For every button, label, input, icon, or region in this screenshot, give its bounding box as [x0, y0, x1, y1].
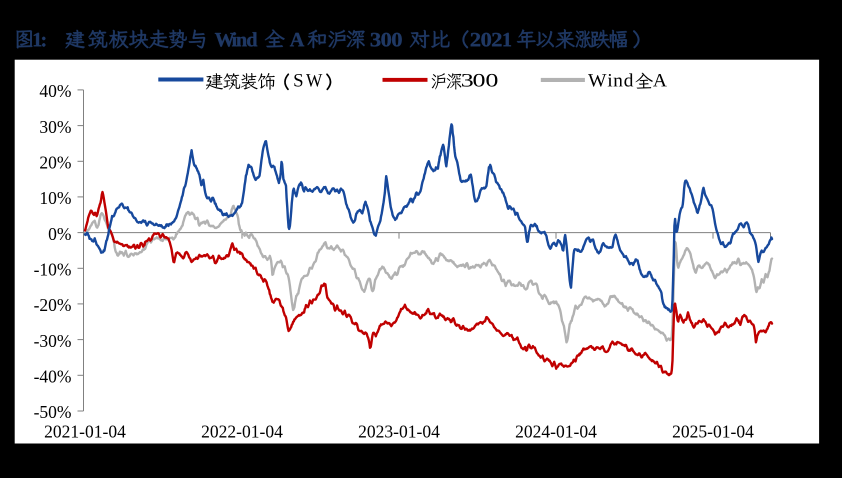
svg-text:-30%: -30%: [34, 331, 72, 351]
svg-text:-10%: -10%: [34, 260, 72, 280]
svg-text:2021-01-04: 2021-01-04: [44, 421, 126, 441]
svg-text:20%: 20%: [39, 153, 71, 173]
svg-text:-20%: -20%: [34, 295, 72, 315]
svg-text:40%: 40%: [39, 81, 71, 101]
svg-text:-50%: -50%: [34, 402, 72, 422]
svg-text:2024-01-04: 2024-01-04: [515, 421, 597, 441]
svg-text:2022-01-04: 2022-01-04: [201, 421, 283, 441]
svg-text:0%: 0%: [48, 224, 71, 244]
svg-text:10%: 10%: [39, 188, 71, 208]
svg-text:2023-01-04: 2023-01-04: [358, 421, 440, 441]
svg-text:2025-01-04: 2025-01-04: [672, 421, 754, 441]
svg-text:30%: 30%: [39, 117, 71, 137]
svg-text:-40%: -40%: [34, 367, 72, 387]
